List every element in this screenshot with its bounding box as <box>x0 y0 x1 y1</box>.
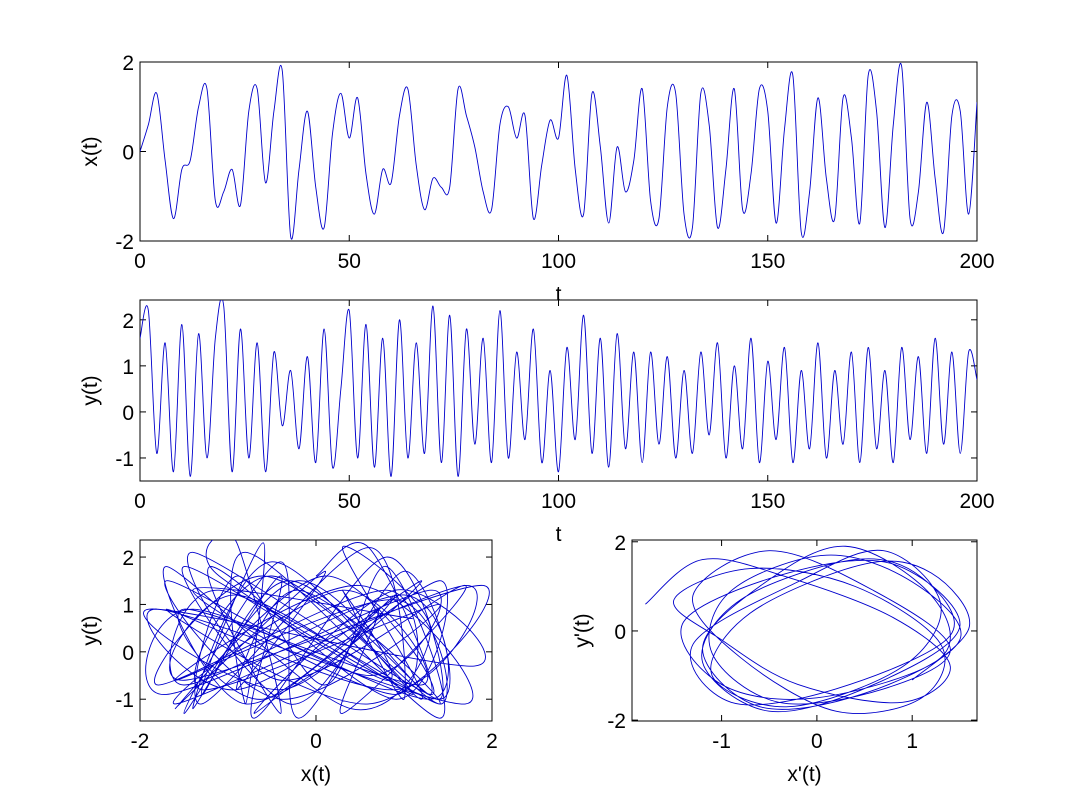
x-tick-label: 1 <box>906 730 918 753</box>
data-line <box>143 540 490 719</box>
x-axis-label: t <box>556 523 562 546</box>
y-axis-label: y'(t) <box>571 613 594 647</box>
x-tick-label: 150 <box>750 490 785 513</box>
y-axis-label: x(t) <box>79 136 102 166</box>
x-tick-label: -1 <box>712 730 731 753</box>
y-axis-label: y(t) <box>79 375 102 405</box>
x-axis-label: x'(t) <box>787 763 821 786</box>
x-tick-label: 0 <box>811 730 823 753</box>
x-tick-label: 100 <box>541 490 576 513</box>
x-tick-label: -2 <box>131 730 150 753</box>
x-axis-label: x(t) <box>301 763 331 786</box>
data-line <box>645 545 970 714</box>
y-tick-label: 2 <box>122 547 134 570</box>
y-tick-label: 1 <box>122 594 134 617</box>
y-tick-label: 0 <box>122 642 134 665</box>
axes-frame <box>631 539 978 722</box>
x-tick-label: 200 <box>959 490 994 513</box>
axes-frame <box>139 61 978 242</box>
x-tick-label: 200 <box>959 250 994 273</box>
x-tick-label: 150 <box>750 250 785 273</box>
y-tick-label: 0 <box>614 621 626 644</box>
y-tick-label: -2 <box>607 710 626 733</box>
y-axis-label: y(t) <box>79 615 102 645</box>
x-axis-label: t <box>556 283 562 306</box>
y-tick-label: 0 <box>122 402 134 425</box>
x-tick-label: 2 <box>486 730 498 753</box>
x-tick-label: 50 <box>338 490 361 513</box>
y-tick-label: -1 <box>115 689 134 712</box>
y-tick-label: 0 <box>122 142 134 165</box>
y-tick-label: 1 <box>122 356 134 379</box>
x-tick-label: 100 <box>541 250 576 273</box>
y-tick-label: 2 <box>614 532 626 555</box>
axes-frame <box>139 299 978 482</box>
x-tick-label: 0 <box>310 730 322 753</box>
x-tick-label: 0 <box>134 490 146 513</box>
y-tick-label: -2 <box>115 231 134 254</box>
x-tick-label: 0 <box>134 250 146 273</box>
data-line <box>140 63 977 240</box>
y-tick-label: -1 <box>115 448 134 471</box>
y-tick-label: 2 <box>122 310 134 333</box>
y-tick-label: 2 <box>122 52 134 75</box>
data-line <box>140 300 977 477</box>
x-tick-label: 50 <box>338 250 361 273</box>
